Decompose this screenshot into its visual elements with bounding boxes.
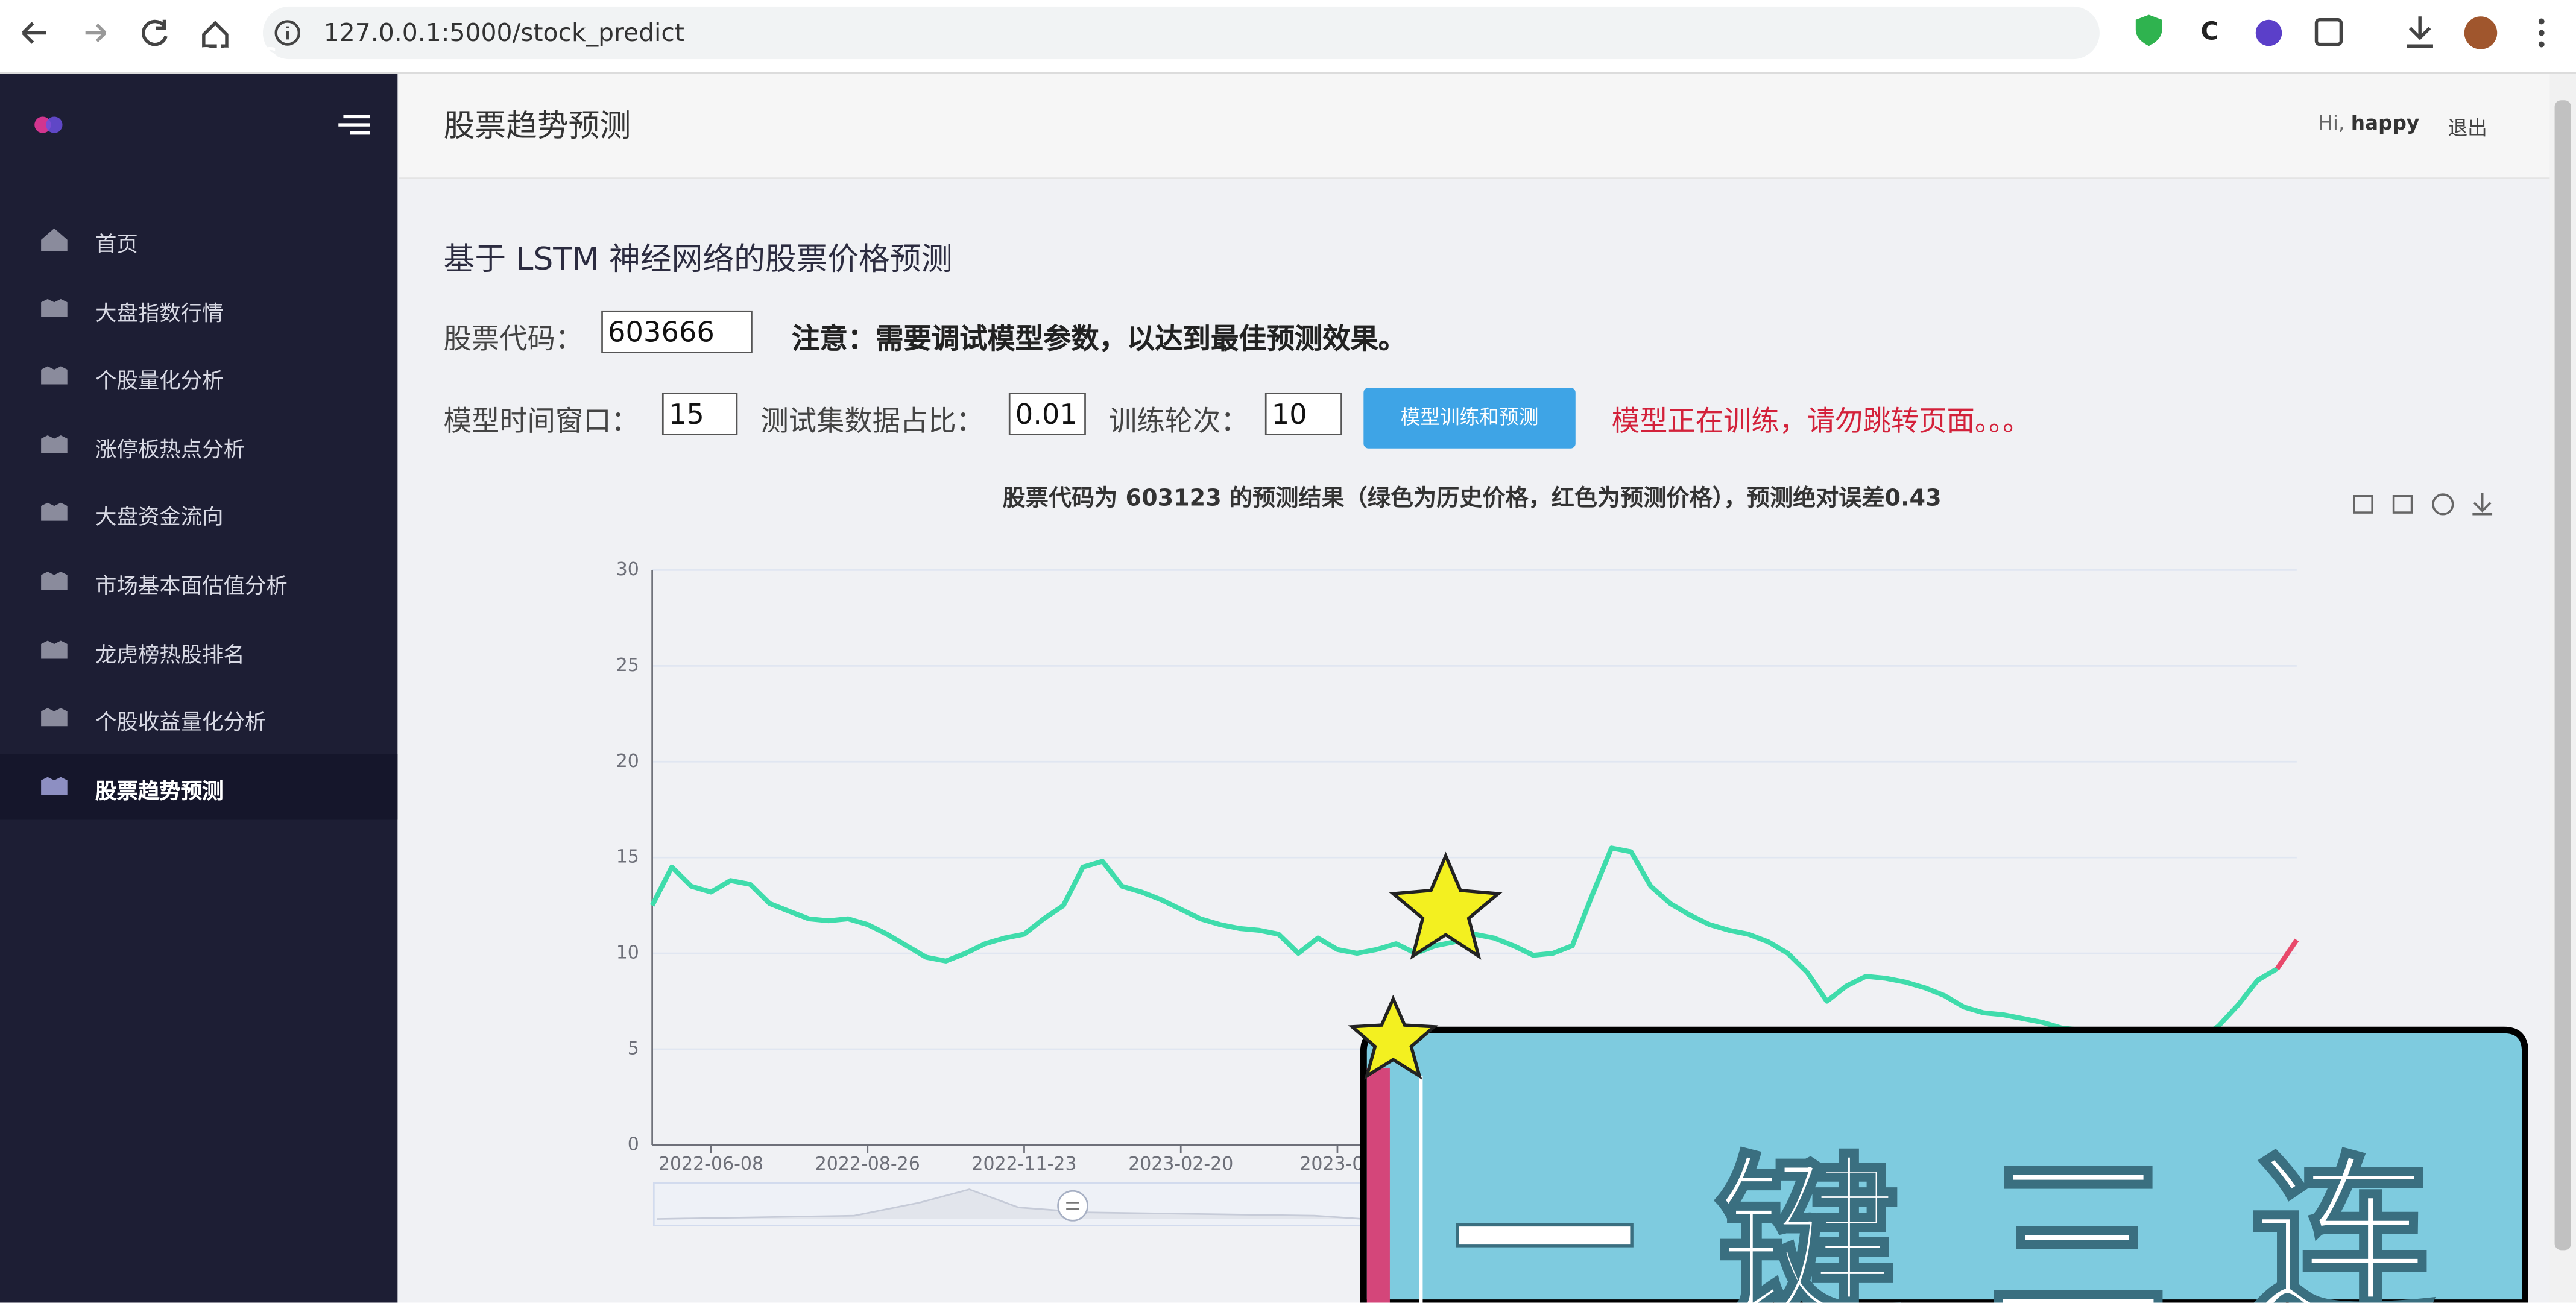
nav-icon xyxy=(41,503,68,522)
sticker-char: 键 xyxy=(1715,1137,1899,1303)
zoom-handle-grip xyxy=(1066,1201,1079,1210)
nav-icon xyxy=(41,435,68,453)
nav-label: 个股收益量化分析 xyxy=(95,711,267,737)
epoch-input[interactable]: 10 xyxy=(1264,393,1342,435)
zoom-preview xyxy=(657,1188,1364,1220)
scrollbar[interactable] xyxy=(2549,74,2576,1303)
header: 股票趋势预测 Hi, happy 退出 xyxy=(399,74,2550,179)
y-tick-label: 0 xyxy=(628,1134,639,1155)
sticker-card xyxy=(1360,1026,2528,1303)
user-name: happy xyxy=(2350,112,2420,135)
nav-item[interactable]: 大盘资金流向 xyxy=(0,481,397,546)
series-line xyxy=(2275,938,2299,970)
train-button[interactable]: 模型训练和预测 xyxy=(1363,387,1576,449)
svg-text:C: C xyxy=(2200,16,2218,45)
nav-icon-shape xyxy=(41,435,68,453)
logout[interactable]: 退出 xyxy=(2448,116,2487,140)
nav-item[interactable]: 市场基本面估值分析 xyxy=(0,549,397,614)
nav-item[interactable]: 龙虎榜热股排名 xyxy=(0,617,397,683)
info-icon xyxy=(274,20,301,46)
nav-item[interactable]: 大盘指数行情 xyxy=(0,276,397,341)
sticker-char: 连 xyxy=(2249,1137,2433,1303)
nav-icon-shape xyxy=(41,367,68,385)
y-tick-label: 30 xyxy=(616,559,639,580)
nav-item[interactable]: 涨停板热点分析 xyxy=(0,412,397,478)
x-tick-label: 2022-08-26 xyxy=(815,1153,920,1175)
page-title: 股票趋势预测 xyxy=(443,108,631,145)
nav-item[interactable]: 个股收益量化分析 xyxy=(0,686,397,751)
address-bar[interactable] xyxy=(262,6,2100,60)
brand: Stock-Analysis xyxy=(74,37,277,68)
nav-icon xyxy=(41,640,68,658)
nav-label: 大盘指数行情 xyxy=(95,301,224,327)
nav-icon-shape xyxy=(41,572,68,590)
y-tick-label: 20 xyxy=(616,751,639,772)
star xyxy=(1348,994,1439,1080)
nav-item[interactable]: 首页 xyxy=(0,207,397,273)
nav-icon xyxy=(41,298,68,317)
nav-icon xyxy=(41,572,68,590)
code-input[interactable]: 603666 xyxy=(601,310,753,353)
nav-icon-shape xyxy=(41,777,68,795)
scroll-thumb[interactable] xyxy=(2554,100,2571,1251)
nav-icon xyxy=(41,708,68,727)
window-input[interactable]: 15 xyxy=(661,393,738,435)
label: 股票代码： xyxy=(443,323,584,357)
nav-icon-shape xyxy=(41,640,68,658)
star xyxy=(1389,851,1503,960)
sticker-char: 三 xyxy=(1986,1137,2170,1303)
label: 模型时间窗口： xyxy=(443,405,639,439)
x-tick-label: 2023-02-20 xyxy=(1128,1153,1233,1175)
nav-icon-shape xyxy=(41,503,68,522)
heading: 基于 LSTM 神经网络的股票价格预测 xyxy=(443,241,953,278)
nav-label: 股票趋势预测 xyxy=(95,780,224,805)
sticker-char: 一 xyxy=(1452,1137,1636,1303)
browser-bar: C 127.0.0.1:5000/stock_predict xyxy=(0,0,2576,74)
notice: 注意：需要调试模型参数，以达到最佳预测效果。 xyxy=(792,323,1407,357)
sticker-stripe xyxy=(1366,1067,1390,1303)
nav-label: 市场基本面估值分析 xyxy=(95,575,288,600)
nav-icon-shape xyxy=(41,298,68,317)
nav-icon-shape xyxy=(41,228,68,251)
nav-label: 大盘资金流向 xyxy=(95,506,224,532)
status: 模型正在训练，请勿跳转页面。。。 xyxy=(1611,405,2031,439)
y-tick-label: 5 xyxy=(628,1038,639,1059)
nav-icon-shape xyxy=(41,708,68,727)
chart-toolbox[interactable] xyxy=(2353,493,2493,516)
test-input[interactable]: 0.01 xyxy=(1008,393,1086,435)
nav-item[interactable]: 股票趋势预测 xyxy=(0,753,398,819)
nav-icon xyxy=(41,777,68,795)
label: 测试集数据占比： xyxy=(760,405,984,439)
zoom-handle[interactable] xyxy=(1057,1190,1088,1222)
y-tick-label: 25 xyxy=(616,655,639,676)
nav-label: 涨停板热点分析 xyxy=(95,438,245,463)
nav-label: 首页 xyxy=(95,233,138,258)
y-tick-label: 10 xyxy=(616,942,639,964)
nav-icon xyxy=(41,228,68,251)
nav-item[interactable]: 个股量化分析 xyxy=(0,344,397,409)
greeting: Hi, xyxy=(2318,112,2345,135)
y-tick-label: 15 xyxy=(616,847,639,868)
x-tick-label: 2022-06-08 xyxy=(658,1153,763,1175)
brand-logo xyxy=(34,116,63,133)
nav-label: 个股量化分析 xyxy=(95,370,224,395)
nav-label: 龙虎榜热股排名 xyxy=(95,643,245,668)
nav-icon xyxy=(41,367,68,385)
menu-toggle[interactable] xyxy=(337,112,373,138)
x-tick-label: 2022-11-23 xyxy=(971,1153,1076,1175)
label: 训练轮次： xyxy=(1109,405,1249,439)
url[interactable]: 127.0.0.1:5000/stock_predict xyxy=(323,17,684,48)
sidebar: 首页大盘指数行情 个股量化分析 涨停板热点分析 大盘资金流向市场基本面估值分析 龙虎榜热… xyxy=(0,74,398,1303)
chart-title: 股票代码为 603123 的预测结果（绿色为历史价格，红色为预测价格），预测绝对… xyxy=(1003,485,1942,511)
